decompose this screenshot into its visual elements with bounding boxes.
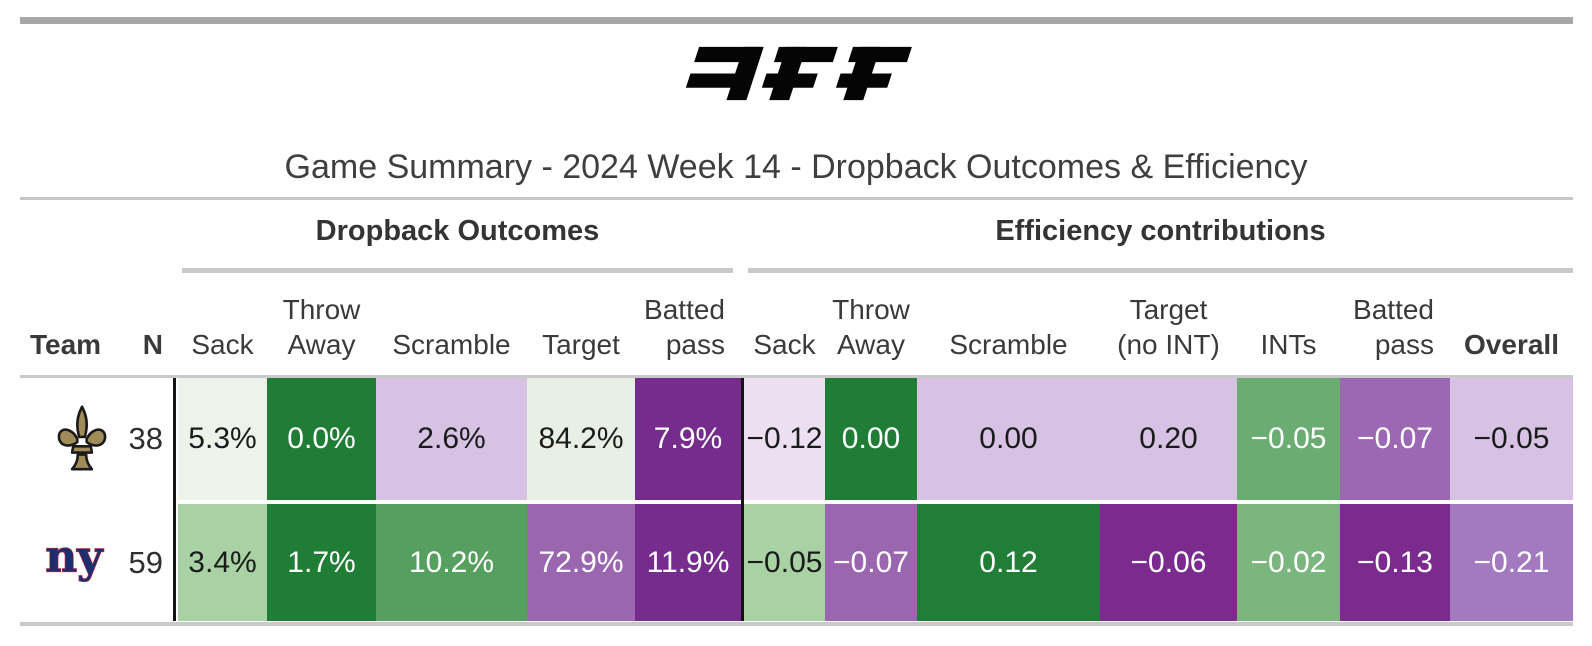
- group-underline-dropback: [182, 268, 733, 273]
- cell-saints-dropback-target: 84.2%: [527, 378, 635, 500]
- cell-saints-eff-batted-pass: −0.07: [1340, 378, 1450, 500]
- cell-giants-dropback-throw-away: 1.7%: [267, 504, 376, 621]
- saints-fleur-de-lis-logo: [56, 401, 108, 482]
- bottom-divider: [20, 622, 1573, 626]
- group-underline-efficiency: [748, 268, 1573, 273]
- top-divider: [20, 17, 1573, 24]
- cell-giants-eff-batted-pass: −0.13: [1340, 504, 1450, 621]
- col-header-dropback-scramble: Scramble: [392, 329, 511, 360]
- cell-saints-eff-sack: −0.12: [744, 378, 825, 500]
- svg-text:ny: ny: [45, 531, 104, 582]
- cell-saints-eff-throw-away: 0.00: [825, 378, 917, 500]
- col-header-team: Team: [30, 329, 102, 360]
- col-header-dropback-batted-pass: Batted pass: [644, 294, 725, 360]
- cell-saints-dropback-sack: 5.3%: [178, 378, 267, 500]
- n-value-giants: 59: [128, 544, 163, 580]
- col-header-efficiency-target-no-int: Target (no INT): [1117, 294, 1220, 360]
- cell-saints-eff-ints: −0.05: [1237, 378, 1340, 500]
- col-header-efficiency-throw-away: Throw Away: [832, 294, 910, 360]
- cell-saints-eff-target-no-int: 0.20: [1100, 378, 1237, 500]
- cell-saints-dropback-scramble: 2.6%: [376, 378, 527, 500]
- cell-giants-dropback-target: 72.9%: [527, 504, 635, 621]
- group-header-efficiency-contributions: Efficiency contributions: [995, 215, 1326, 247]
- cell-saints-dropback-throw-away: 0.0%: [267, 378, 376, 500]
- col-header-dropback-target: Target: [542, 329, 620, 360]
- cell-giants-eff-throw-away: −0.07: [825, 504, 917, 621]
- col-header-overall: Overall: [1464, 329, 1559, 360]
- cell-saints-overall: −0.05: [1450, 378, 1573, 500]
- title-divider: [20, 197, 1573, 200]
- cell-saints-dropback-batted-pass: 7.9%: [635, 378, 741, 500]
- cell-saints-eff-scramble: 0.00: [917, 378, 1100, 500]
- pff-logo-icon: [685, 46, 912, 101]
- cell-giants-eff-ints: −0.02: [1237, 504, 1340, 621]
- cell-giants-dropback-batted-pass: 11.9%: [635, 504, 741, 621]
- col-header-efficiency-ints: INTs: [1260, 329, 1317, 360]
- col-header-efficiency-sack: Sack: [753, 329, 816, 360]
- cell-giants-eff-target-no-int: −0.06: [1100, 504, 1237, 621]
- col-header-n: N: [142, 329, 163, 360]
- cell-giants-dropback-sack: 3.4%: [178, 504, 267, 621]
- col-header-dropback-throw-away: Throw Away: [282, 294, 361, 360]
- cell-giants-overall: −0.21: [1450, 504, 1573, 621]
- col-header-dropback-sack: Sack: [191, 329, 254, 360]
- cell-giants-dropback-scramble: 10.2%: [376, 504, 527, 621]
- section-divider-line: [741, 378, 744, 621]
- cell-giants-eff-sack: −0.05: [744, 504, 825, 621]
- col-header-efficiency-batted-pass: Batted pass: [1353, 294, 1434, 360]
- cell-giants-eff-scramble: 0.12: [917, 504, 1100, 621]
- n-value-saints: 38: [128, 421, 163, 456]
- team-data-divider-line: [173, 378, 176, 621]
- giants-ny-logo: ny: [42, 529, 106, 590]
- group-header-dropback-outcomes: Dropback Outcomes: [315, 215, 600, 247]
- pff-logo: [678, 45, 914, 107]
- header-body-divider: [20, 375, 1573, 378]
- page-title: Game Summary - 2024 Week 14 - Dropback O…: [284, 148, 1308, 186]
- col-header-efficiency-scramble: Scramble: [949, 329, 1068, 360]
